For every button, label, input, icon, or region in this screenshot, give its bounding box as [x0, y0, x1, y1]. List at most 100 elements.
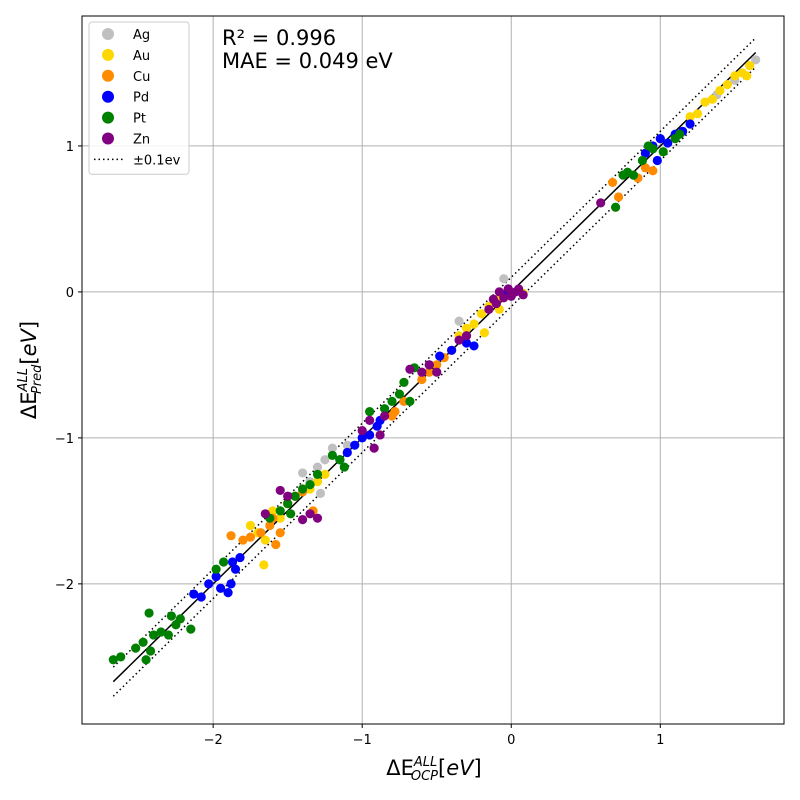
data-point — [320, 469, 330, 479]
data-point — [357, 425, 367, 436]
data-point — [461, 323, 472, 333]
legend-label: Ag — [133, 28, 150, 43]
band-upper-line — [112, 37, 757, 668]
data-point — [163, 630, 174, 640]
legend-marker — [102, 111, 114, 124]
data-point — [138, 637, 148, 647]
y-tick-label: −1 — [55, 432, 74, 447]
data-point — [283, 498, 293, 509]
data-point — [652, 155, 662, 166]
data-point — [245, 532, 256, 542]
data-point — [211, 571, 221, 582]
data-point — [297, 484, 308, 494]
data-point — [265, 520, 275, 531]
data-point — [640, 163, 650, 173]
data-point — [290, 491, 300, 501]
legend-marker — [102, 69, 114, 82]
data-point — [648, 144, 658, 154]
legend-label: Au — [133, 49, 150, 64]
data-point — [405, 396, 415, 406]
data-point — [675, 129, 685, 139]
data-point — [327, 450, 337, 460]
data-point — [312, 462, 323, 472]
data-point — [692, 109, 703, 119]
data-point — [707, 94, 718, 104]
legend-label: Zn — [133, 133, 150, 148]
x-tick-label: −2 — [204, 733, 223, 748]
data-point — [335, 455, 345, 465]
data-point — [658, 147, 668, 157]
data-point — [499, 293, 509, 303]
data-point — [518, 290, 528, 300]
data-point — [685, 112, 695, 122]
data-point — [648, 166, 658, 176]
data-point — [297, 515, 308, 525]
data-point — [751, 55, 761, 65]
data-point — [379, 404, 390, 414]
data-point — [312, 477, 323, 487]
data-point — [461, 338, 472, 348]
data-point — [297, 468, 308, 478]
data-point — [454, 316, 464, 326]
data-point — [469, 319, 479, 329]
data-point — [260, 535, 270, 545]
data-point — [365, 415, 375, 425]
data-point — [417, 374, 427, 385]
data-point — [223, 588, 233, 598]
data-point — [275, 513, 285, 523]
plot-frame — [81, 15, 785, 725]
data-point — [327, 443, 337, 453]
data-point — [166, 611, 177, 621]
legend-marker — [102, 28, 114, 40]
series-pt — [108, 129, 685, 665]
data-point — [175, 614, 185, 624]
data-point — [108, 655, 118, 665]
data-point — [312, 469, 323, 479]
data-point — [226, 531, 236, 541]
data-point — [305, 479, 315, 490]
legend-label: Cu — [133, 70, 150, 85]
y-tick-label: 0 — [66, 286, 74, 301]
y-tick-label: 1 — [66, 140, 74, 155]
data-point — [424, 367, 434, 377]
data-point — [417, 367, 427, 377]
legend: Ag Au Cu Pd Pt Zn ±0.1ev — [88, 21, 190, 175]
data-point — [196, 592, 206, 602]
data-point — [454, 335, 464, 345]
data-point — [286, 509, 296, 519]
data-point — [186, 624, 196, 634]
data-point — [275, 506, 285, 516]
r2-annotation: R² = 0.996 — [222, 26, 336, 50]
data-point — [715, 85, 725, 96]
data-point — [144, 608, 154, 618]
data-point — [628, 170, 639, 180]
data-point — [350, 440, 360, 450]
legend-marker — [102, 48, 114, 61]
data-point — [432, 360, 442, 370]
data-point — [256, 528, 266, 538]
data-point — [484, 304, 494, 315]
axis-ticks: −2 −1 0 1 −2 −1 0 1 — [55, 140, 665, 748]
data-point — [387, 411, 397, 421]
data-point — [476, 309, 487, 319]
data-point — [700, 97, 710, 107]
data-point — [259, 560, 269, 570]
data-point — [260, 509, 270, 519]
data-point — [305, 509, 315, 519]
data-point — [637, 155, 648, 166]
data-point — [218, 557, 229, 567]
data-point — [275, 528, 285, 538]
data-point — [148, 630, 159, 640]
data-point — [268, 506, 278, 516]
data-point — [230, 564, 241, 574]
data-point — [275, 485, 285, 496]
data-point — [461, 331, 472, 341]
data-point — [375, 430, 385, 440]
data-point — [405, 364, 415, 374]
data-point — [435, 351, 445, 361]
data-point — [145, 646, 156, 656]
data-point — [235, 552, 245, 563]
data-point — [685, 119, 695, 129]
data-points — [108, 55, 761, 665]
